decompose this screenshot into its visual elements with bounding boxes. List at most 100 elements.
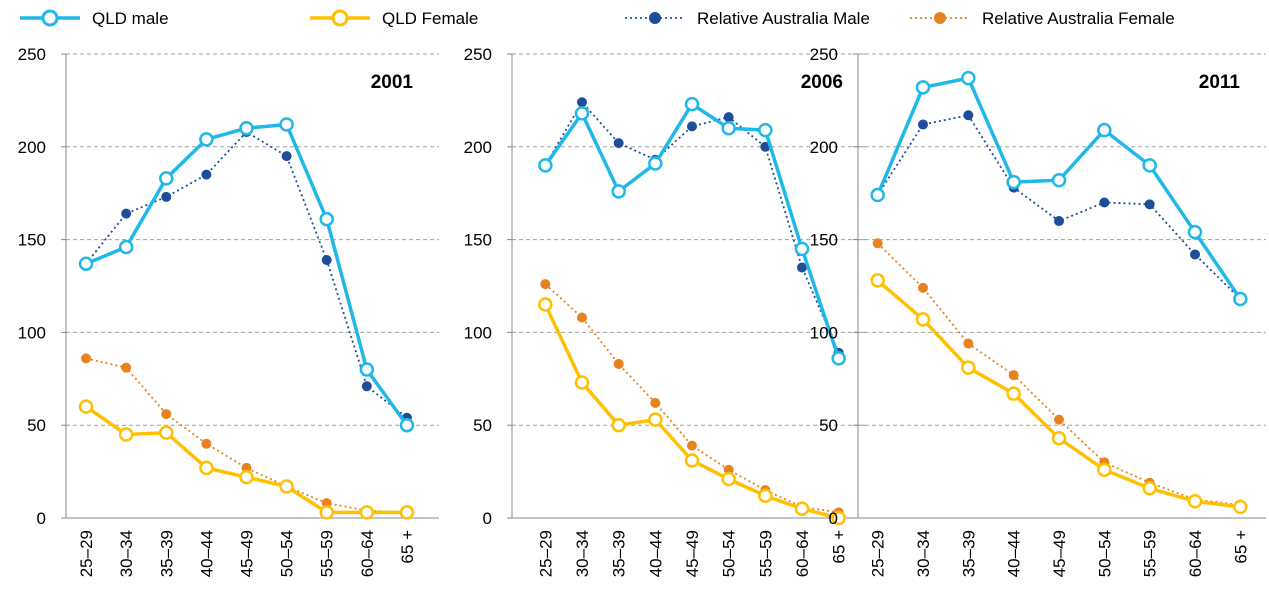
series-line [85, 122, 409, 427]
data-point [118, 239, 134, 255]
data-point [687, 440, 697, 451]
data-point [963, 338, 974, 349]
data-point [361, 381, 372, 392]
x-tick-label: 65 + [1231, 530, 1250, 564]
series-line [85, 357, 407, 514]
x-tick-label: 55–59 [756, 530, 775, 577]
data-point [611, 184, 626, 199]
data-point [648, 156, 663, 171]
data-point [794, 241, 810, 257]
data-point [961, 360, 976, 375]
data-point [1233, 499, 1248, 515]
data-point [758, 488, 773, 503]
y-tick-label: 200 [810, 138, 838, 157]
series-line [85, 130, 408, 419]
legend-label: QLD male [92, 9, 169, 28]
legend-label: QLD Female [382, 9, 478, 28]
data-point [870, 187, 885, 203]
x-tick-label: 65 + [830, 530, 849, 564]
data-point [78, 399, 94, 414]
data-point [540, 279, 551, 290]
x-tick-label: 65 + [398, 530, 417, 564]
data-point [650, 397, 661, 408]
data-point [1008, 370, 1019, 381]
data-point [831, 351, 846, 366]
data-point [963, 110, 974, 121]
x-tick-label: 25–29 [869, 530, 888, 577]
data-point [201, 169, 212, 180]
x-tick-label: 60–64 [793, 530, 812, 577]
data-point [118, 427, 134, 442]
data-point [199, 132, 214, 147]
legend-marker [934, 12, 946, 24]
data-point [721, 120, 736, 136]
data-point [321, 255, 332, 266]
data-point [961, 70, 976, 86]
x-tick-label: 30–34 [117, 530, 136, 577]
y-tick-label: 150 [464, 231, 492, 250]
legend-label: Relative Australia Female [982, 9, 1175, 28]
data-point [577, 97, 587, 108]
data-point [239, 120, 254, 136]
x-tick-label: 45–49 [683, 530, 702, 577]
data-point [794, 501, 810, 516]
data-point [831, 510, 846, 526]
panel-title: 2001 [371, 72, 414, 93]
data-point [687, 121, 697, 132]
data-point [359, 505, 375, 520]
data-point [161, 409, 172, 420]
data-point [872, 238, 883, 249]
data-point [159, 425, 174, 440]
x-tick-label: 40–44 [1005, 530, 1024, 577]
x-tick-label: 35–39 [959, 530, 978, 577]
data-point [1187, 224, 1203, 240]
series-line [877, 242, 1241, 506]
x-tick-label: 25–29 [536, 530, 555, 577]
data-point [1006, 174, 1021, 190]
x-tick-label: 45–49 [238, 530, 257, 577]
data-point [1051, 172, 1067, 188]
data-point [1097, 462, 1112, 477]
data-point [1142, 481, 1157, 496]
x-tick-label: 35–39 [157, 530, 176, 577]
data-point [281, 151, 292, 162]
y-tick-label: 200 [464, 138, 492, 157]
data-point [81, 353, 92, 364]
data-point [1099, 197, 1110, 208]
series-line [543, 303, 840, 520]
legend-marker [649, 12, 661, 24]
data-point [538, 158, 553, 173]
data-point [1142, 158, 1157, 173]
data-point [1054, 216, 1064, 227]
data-point [319, 211, 334, 227]
y-tick-label: 50 [27, 416, 46, 435]
data-point [399, 505, 415, 520]
x-tick-label: 40–44 [197, 530, 216, 577]
series-line [876, 114, 1241, 300]
legend-label: Relative Australia Male [697, 9, 870, 28]
data-point [918, 282, 928, 293]
x-tick-label: 30–34 [573, 530, 592, 577]
data-point [574, 106, 590, 121]
y-tick-label: 100 [810, 323, 838, 342]
data-point [279, 479, 294, 494]
data-point [399, 417, 415, 433]
legend-marker [331, 9, 349, 27]
data-point [159, 171, 174, 186]
x-tick-label: 60–64 [1186, 530, 1205, 577]
data-point [78, 256, 94, 271]
series-line [543, 101, 841, 359]
data-point [121, 208, 132, 219]
x-tick-label: 55–59 [318, 530, 337, 577]
y-tick-label: 50 [819, 416, 838, 435]
data-point [279, 117, 294, 132]
data-point [915, 80, 931, 95]
y-tick-label: 250 [464, 45, 492, 64]
data-point [1054, 414, 1064, 425]
x-tick-label: 30–34 [914, 530, 933, 577]
data-point [684, 96, 700, 112]
x-tick-label: 55–59 [1141, 530, 1160, 577]
data-point [613, 358, 624, 369]
y-tick-label: 150 [810, 231, 838, 250]
